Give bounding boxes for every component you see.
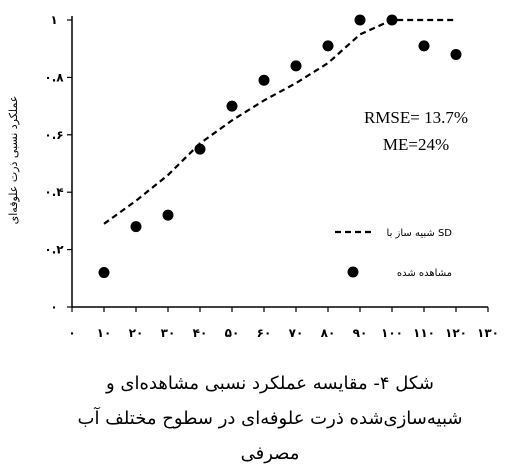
- x-tick-label: ۵۰: [225, 326, 240, 340]
- x-tick-label: ۲۰: [129, 326, 144, 340]
- axes: [71, 16, 488, 308]
- y-tick-label: ۰.۲: [44, 243, 64, 257]
- legend-marker-swatch: [347, 266, 359, 278]
- caption-line-3: مصرفی: [240, 443, 300, 464]
- legend-label-simulated: شبیه ساز با SD: [387, 228, 453, 239]
- x-tick-label: ۰: [68, 326, 75, 340]
- x-tick-label: ۱۲۰: [445, 326, 467, 340]
- observed-point: [226, 100, 238, 112]
- observed-point: [386, 14, 398, 26]
- y-tick-label: ۰: [50, 300, 57, 314]
- y-tick-label: ۱: [50, 13, 57, 27]
- x-tick-label: ۴۰: [193, 326, 208, 340]
- observed-point: [354, 14, 366, 26]
- x-tick-label: ۱۳۰: [477, 326, 499, 340]
- x-tick-label: ۱۱۰: [413, 326, 435, 340]
- observed-points: [98, 14, 462, 279]
- x-tick-label: ۱۰: [97, 326, 112, 340]
- observed-point: [258, 74, 270, 86]
- observed-point: [450, 48, 462, 60]
- y-tick-label: ۰.۴: [44, 185, 63, 199]
- y-tick-label: ۰.۶: [44, 128, 63, 142]
- observed-point: [322, 40, 334, 52]
- x-tick-label: ۷۰: [289, 326, 304, 340]
- rmse-annotation: RMSE= 13.7%: [364, 108, 468, 127]
- legend: شبیه ساز با SD مشاهده شده: [335, 228, 452, 279]
- observed-point: [130, 221, 142, 233]
- observed-point: [162, 209, 174, 221]
- figure-caption: شکل ۴- مقایسه عملکرد نسبی مشاهده‌ای و شب…: [60, 366, 480, 471]
- observed-point: [194, 143, 206, 155]
- legend-label-observed: مشاهده شده: [397, 268, 452, 279]
- x-tick-label: ۱۰۰: [381, 326, 403, 340]
- observed-point: [98, 267, 110, 279]
- observed-point: [418, 40, 430, 52]
- x-tick-labels: ۰ ۱۰ ۲۰ ۳۰ ۴۰ ۵۰ ۶۰ ۷۰ ۸۰ ۹۰ ۱۰۰ ۱۱۰ ۱۲۰ ۱۳۰: [68, 307, 499, 340]
- x-tick-label: ۹۰: [353, 326, 368, 340]
- observed-point: [290, 60, 302, 72]
- y-axis-label: عملکرد نسبی ذرت علوفه‌ای: [7, 96, 20, 225]
- caption-line-1: شکل ۴- مقایسه عملکرد نسبی مشاهده‌ای و: [106, 373, 434, 394]
- me-annotation: ME=24%: [383, 135, 449, 154]
- x-tick-label: ۸۰: [321, 326, 336, 340]
- y-tick-labels: ۰ ۰.۲ ۰.۴ ۰.۶ ۰.۸ ۱: [44, 13, 72, 314]
- x-tick-label: ۳۰: [161, 326, 176, 340]
- x-tick-label: ۶۰: [257, 326, 272, 340]
- chart: ۰ ۰.۲ ۰.۴ ۰.۶ ۰.۸ ۱ ۰ ۱۰ ۲۰ ۳۰ ۴۰ ۵۰ ۶۰ ۷۰ ۸۰ ۹۰ ۱۰۰ ۱۱۰…: [7, 13, 499, 340]
- caption-line-2: شبیه‌سازی‌شده ذرت علوفه‌ای در سطوح مختلف…: [77, 408, 463, 429]
- y-tick-label: ۰.۸: [44, 70, 64, 84]
